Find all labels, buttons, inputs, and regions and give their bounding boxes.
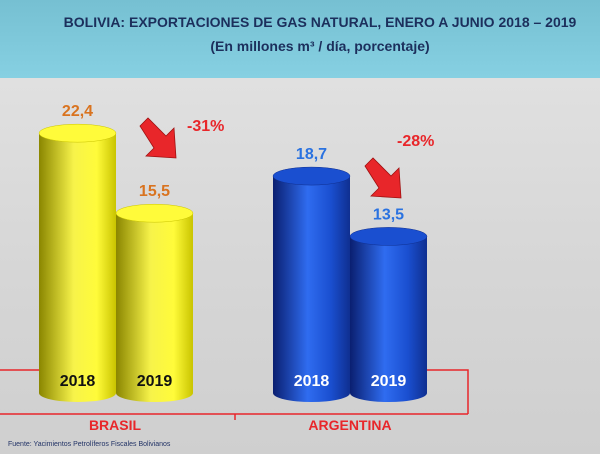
bar-cylinder — [116, 213, 193, 402]
bar-year-label: 2018 — [294, 373, 330, 390]
group-label: ARGENTINA — [308, 417, 391, 433]
bar-cylinder — [350, 236, 427, 402]
source-note: Fuente: Yacimientos Petrolíferos Fiscale… — [8, 441, 171, 448]
bar-value-label: 15,5 — [139, 183, 170, 200]
bar-year-label: 2019 — [371, 373, 407, 390]
bar-cylinder — [39, 133, 116, 402]
bar-year-label: 2019 — [137, 373, 173, 390]
bar-value-label: 22,4 — [62, 103, 93, 120]
bar-top — [38, 123, 117, 143]
percent-change-label: -31% — [187, 118, 224, 135]
bar-value-label: 18,7 — [296, 146, 327, 163]
title-band: BOLIVIA: EXPORTACIONES DE GAS NATURAL, E… — [0, 0, 600, 78]
bar-top — [272, 166, 351, 186]
bar-top — [115, 203, 194, 223]
axis-bracket — [0, 369, 469, 420]
bar-year-label: 2018 — [60, 373, 96, 390]
percent-change-label: -28% — [397, 133, 434, 150]
bar-cylinder — [273, 176, 350, 402]
down-arrow-icon — [364, 157, 402, 199]
chart-subtitle: (En millones m³ / día, porcentaje) — [210, 38, 430, 54]
chart-title: BOLIVIA: EXPORTACIONES DE GAS NATURAL, E… — [63, 14, 577, 30]
group-label: BRASIL — [89, 417, 142, 433]
down-arrow-icon — [139, 117, 177, 159]
bar-value-label: 13,5 — [373, 206, 404, 223]
bar-top — [349, 227, 428, 246]
